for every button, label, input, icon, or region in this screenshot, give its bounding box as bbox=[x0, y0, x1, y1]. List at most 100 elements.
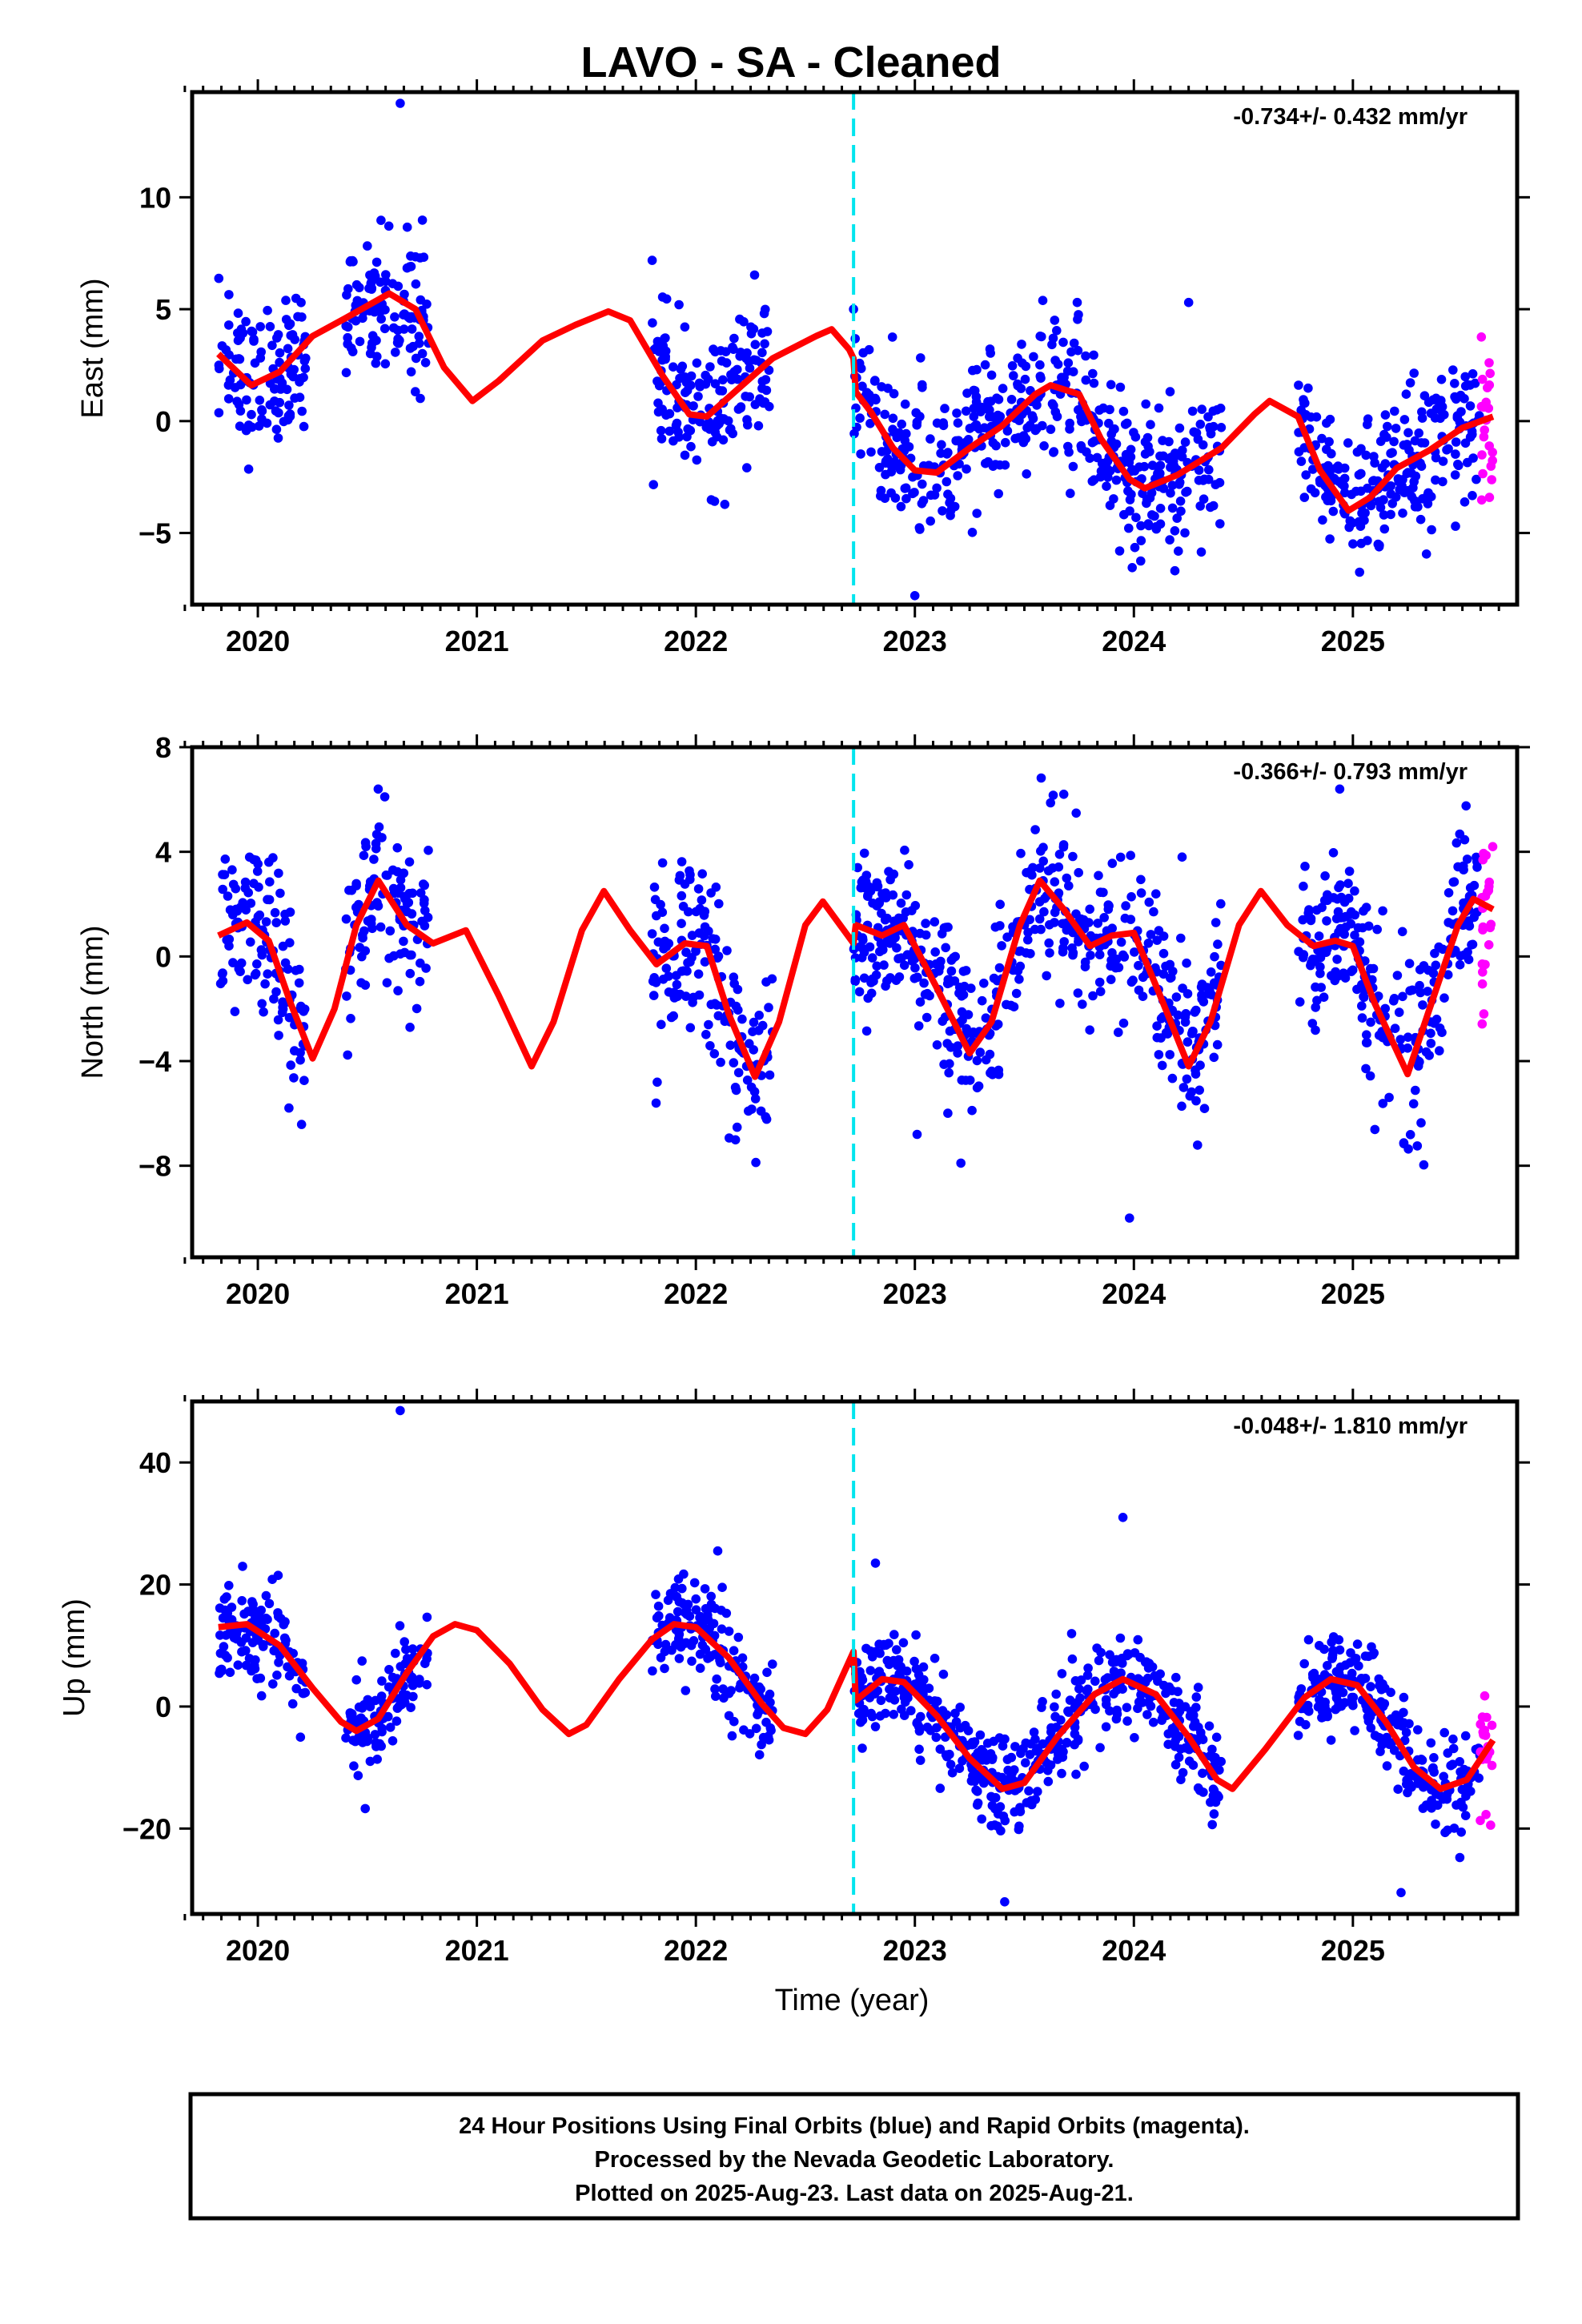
up-final-orbit-point bbox=[701, 1644, 711, 1655]
up-final-orbit-point bbox=[1118, 1513, 1128, 1522]
east-final-orbit-point bbox=[1166, 488, 1175, 498]
east-final-orbit-point bbox=[761, 375, 771, 384]
east-final-orbit-point bbox=[685, 425, 696, 436]
up-final-orbit-point bbox=[914, 1744, 924, 1755]
north-final-orbit-point bbox=[1062, 873, 1072, 883]
east-final-orbit-point bbox=[1194, 465, 1204, 475]
up-final-orbit-point bbox=[673, 1606, 683, 1617]
up-final-orbit-point bbox=[1134, 1697, 1144, 1707]
east-final-orbit-point bbox=[1451, 449, 1460, 459]
north-final-orbit-point bbox=[680, 879, 690, 889]
east-final-orbit-point bbox=[1436, 375, 1447, 384]
up-final-orbit-point bbox=[261, 1590, 271, 1601]
up-final-orbit-point bbox=[946, 1759, 956, 1770]
east-final-orbit-point bbox=[404, 262, 415, 271]
east-final-orbit-point bbox=[1348, 539, 1358, 549]
north-final-orbit-point bbox=[705, 1041, 715, 1051]
up-final-orbit-point bbox=[1090, 1676, 1100, 1687]
north-final-orbit-point bbox=[385, 926, 396, 936]
east-final-orbit-point bbox=[1203, 474, 1214, 485]
north-final-orbit-point bbox=[354, 899, 363, 910]
north-final-orbit-point bbox=[1350, 886, 1359, 896]
north-final-orbit-point bbox=[1071, 808, 1081, 818]
east-final-orbit-point bbox=[267, 340, 277, 351]
north-final-orbit-point bbox=[889, 916, 899, 927]
north-final-orbit-point bbox=[1295, 997, 1305, 1007]
east-final-orbit-point bbox=[284, 400, 294, 410]
east-final-orbit-point bbox=[393, 339, 404, 348]
up-final-orbit-point bbox=[1399, 1692, 1409, 1703]
north-final-orbit-point bbox=[725, 1133, 734, 1143]
up-final-orbit-point bbox=[1394, 1712, 1403, 1723]
east-final-orbit-point bbox=[869, 376, 880, 386]
east-final-orbit-point bbox=[718, 435, 729, 445]
north-final-orbit-point bbox=[1408, 1099, 1419, 1109]
east-final-orbit-point bbox=[1038, 296, 1048, 306]
east-final-orbit-point bbox=[1399, 415, 1410, 424]
east-final-orbit-point bbox=[419, 252, 429, 263]
east-final-orbit-point bbox=[284, 320, 294, 331]
north-final-orbit-point bbox=[404, 857, 415, 867]
north-final-orbit-point bbox=[278, 941, 288, 951]
north-final-orbit-point bbox=[374, 822, 384, 832]
north-final-orbit-point bbox=[1363, 921, 1374, 931]
up-final-orbit-point bbox=[1007, 1768, 1017, 1778]
east-final-orbit-point bbox=[1423, 499, 1433, 509]
north-final-orbit-point bbox=[930, 917, 940, 927]
east-rapid-orbit-point bbox=[1476, 495, 1487, 505]
up-final-orbit-point bbox=[1124, 1649, 1134, 1659]
north-final-orbit-point bbox=[1317, 903, 1327, 912]
north-final-orbit-point bbox=[742, 1076, 753, 1085]
up-final-orbit-point bbox=[894, 1669, 904, 1679]
north-final-orbit-point bbox=[885, 973, 895, 983]
east-final-orbit-point bbox=[1164, 436, 1174, 447]
east-final-orbit-point bbox=[1155, 504, 1166, 513]
east-rapid-orbit-point bbox=[1483, 383, 1492, 392]
up-final-orbit-point bbox=[357, 1656, 367, 1666]
up-final-orbit-point bbox=[1051, 1744, 1062, 1755]
north-final-orbit-point bbox=[1116, 937, 1126, 947]
north-final-orbit-point bbox=[1213, 939, 1223, 949]
up-final-orbit-point bbox=[252, 1674, 262, 1683]
east-final-orbit-point bbox=[733, 374, 743, 384]
up-final-orbit-point bbox=[1122, 1716, 1132, 1726]
north-final-orbit-point bbox=[1011, 988, 1022, 999]
north-final-orbit-point bbox=[681, 947, 691, 957]
up-final-orbit-point bbox=[1439, 1771, 1448, 1782]
east-final-orbit-point bbox=[742, 463, 752, 472]
north-final-orbit-point bbox=[865, 942, 875, 952]
up-final-orbit-point bbox=[1393, 1784, 1403, 1794]
east-final-orbit-point bbox=[1343, 438, 1353, 448]
north-final-orbit-point bbox=[227, 865, 237, 875]
up-final-orbit-point bbox=[727, 1731, 737, 1741]
north-y-tick-label: 4 bbox=[155, 836, 171, 869]
east-final-orbit-point bbox=[291, 293, 301, 304]
east-final-orbit-point bbox=[224, 290, 234, 300]
up-final-orbit-point bbox=[385, 1723, 396, 1732]
north-final-orbit-point bbox=[271, 918, 282, 927]
up-x-tick-label: 2023 bbox=[883, 1934, 947, 1967]
north-final-orbit-point bbox=[857, 933, 868, 943]
east-final-orbit-point bbox=[1164, 454, 1174, 464]
up-final-orbit-point bbox=[1056, 1715, 1066, 1725]
east-final-orbit-point bbox=[728, 428, 737, 439]
east-final-orbit-point bbox=[275, 348, 285, 358]
up-final-orbit-point bbox=[1209, 1809, 1219, 1819]
north-final-orbit-point bbox=[1195, 1085, 1204, 1096]
north-final-orbit-point bbox=[1157, 1060, 1167, 1071]
east-final-orbit-point bbox=[657, 292, 668, 302]
north-final-orbit-point bbox=[372, 898, 382, 907]
north-final-orbit-point bbox=[274, 1031, 283, 1040]
north-final-orbit-point bbox=[1085, 1025, 1094, 1035]
north-final-orbit-point bbox=[853, 862, 862, 873]
up-final-orbit-point bbox=[354, 1732, 364, 1742]
east-final-orbit-point bbox=[1328, 506, 1339, 517]
north-final-orbit-point bbox=[382, 978, 392, 987]
up-final-orbit-point bbox=[1112, 1709, 1122, 1719]
north-final-orbit-point bbox=[866, 988, 877, 999]
up-x-tick-label: 2025 bbox=[1321, 1934, 1385, 1967]
north-final-orbit-point bbox=[264, 857, 274, 867]
east-final-orbit-point bbox=[396, 99, 405, 108]
east-rapid-orbit-point bbox=[1487, 475, 1496, 485]
east-final-orbit-point bbox=[367, 338, 377, 348]
